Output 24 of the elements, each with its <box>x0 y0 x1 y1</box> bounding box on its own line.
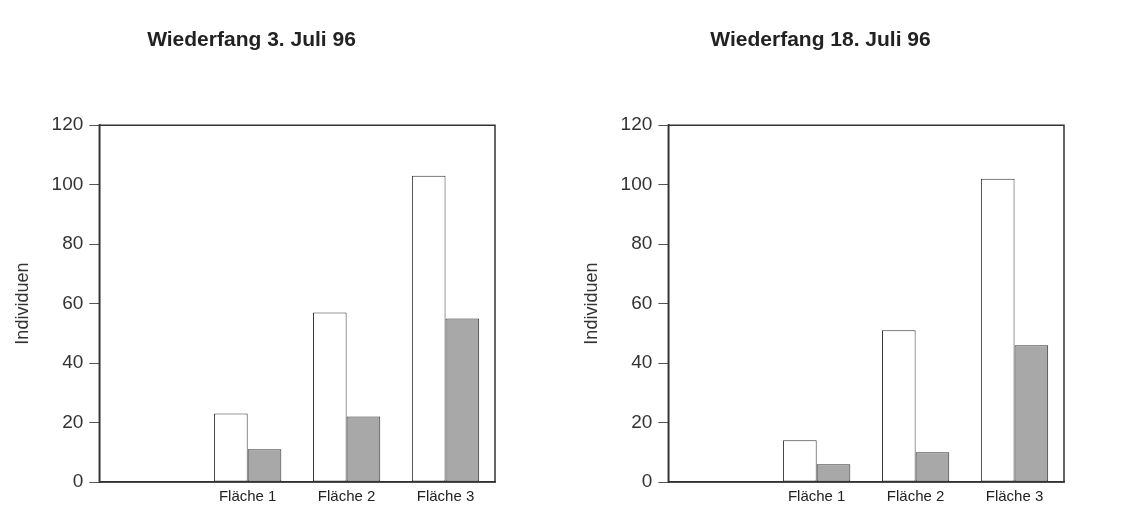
y-tick-label: 80 <box>62 232 84 254</box>
x-tick-label: Fläche 3 <box>985 487 1044 505</box>
y-tick-label: 0 <box>641 470 653 492</box>
x-tick-label: Fläche 2 <box>317 487 376 505</box>
y-tick-label: 100 <box>51 172 84 194</box>
y-tick-label: 60 <box>631 291 653 313</box>
y-tick-label: 120 <box>51 113 84 135</box>
x-tick-label: Fläche 3 <box>416 487 475 505</box>
y-tick-label: 20 <box>631 410 653 432</box>
y-tick-label: 60 <box>62 291 84 313</box>
y-tick-label: 100 <box>620 172 653 194</box>
y-tick-label: 20 <box>62 410 84 432</box>
y-tick-label: 120 <box>620 113 653 135</box>
y-tick-label: 0 <box>72 470 84 492</box>
y-tick-label: 40 <box>631 351 653 373</box>
y-axis-title: Individuen <box>11 262 32 345</box>
y-tick-label: 40 <box>62 351 84 373</box>
x-tick-label: Fläche 1 <box>218 487 277 505</box>
y-tick-label: 80 <box>631 232 653 254</box>
y-axis-title: Individuen <box>580 262 601 345</box>
x-tick-label: Fläche 2 <box>886 487 945 505</box>
x-tick-label: Fläche 1 <box>787 487 846 505</box>
chart-title: Wiederfang 3. Juli 96 <box>147 27 356 51</box>
chart-title: Wiederfang 18. Juli 96 <box>710 27 931 51</box>
